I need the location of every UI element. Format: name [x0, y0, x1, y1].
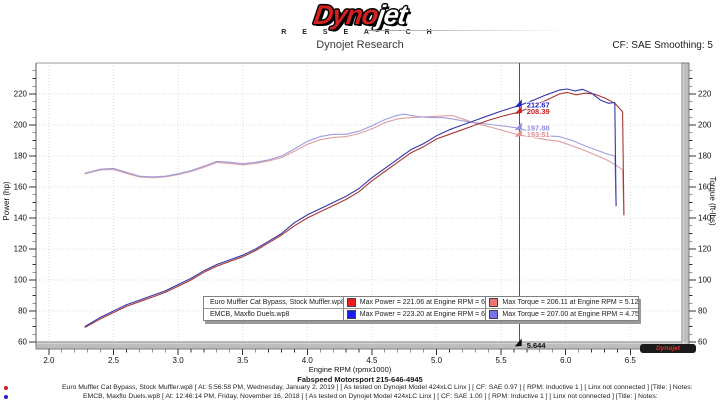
x-tick-label: 5.0 — [431, 356, 443, 365]
y-tick-label-left: 180 — [14, 152, 28, 161]
dynojet-logo: Dynojet R E S E A R C H — [0, 0, 720, 36]
legend-box: Euro Muffler Cat Bypass, Stock Muffler.w… — [203, 296, 639, 321]
y-axis-title-torque: Torque (ft-lbs) — [708, 176, 717, 226]
series-torque-euro-muffler — [84, 114, 625, 216]
cursor-readout-marker-icon — [514, 99, 522, 108]
y-tick-label-left: 220 — [14, 90, 28, 99]
y-tick-label-right: 120 — [698, 245, 712, 254]
cursor-readout-value: 208.39 — [527, 107, 550, 116]
power-swatch-icon — [346, 310, 356, 319]
y-axis-title-power: Power (hp) — [2, 181, 11, 221]
run-info-line: EMCB, Maxflo Duels.wp8 [ At: 12:46:14 PM… — [83, 393, 658, 400]
x-tick-label: 2.5 — [108, 356, 120, 365]
y-tick-label-left: 120 — [14, 245, 28, 254]
legend-max-torque: Max Torque = 206.11 at Engine RPM = 5.12 — [502, 299, 638, 306]
legend-max-torque: Max Torque = 207.00 at Engine RPM = 4.75 — [502, 311, 638, 318]
x-tick-label: 4.0 — [302, 356, 314, 365]
power-swatch-icon — [346, 298, 356, 307]
legend-file-name: Euro Muffler Cat Bypass, Stock Muffler.w… — [210, 299, 343, 306]
x-tick-label: 5.5 — [496, 356, 508, 365]
series-torque-emcb-maxflo — [84, 113, 617, 207]
legend-row: EMCB, Maxflo Duels.wp8 Max Power = 223.2… — [204, 308, 638, 320]
y-tick-label-left: 160 — [14, 183, 28, 192]
y-tick-label-left: 200 — [14, 121, 28, 130]
y-tick-label-left: 80 — [18, 307, 27, 316]
cursor-rpm-marker-icon[interactable] — [514, 338, 522, 347]
y-tick-label-right: 60 — [698, 338, 707, 347]
legend-file-name: EMCB, Maxflo Duels.wp8 — [210, 311, 290, 318]
x-tick-label: 3.0 — [173, 356, 185, 365]
run-bullet-icon — [4, 395, 8, 399]
logo-underline — [368, 30, 568, 31]
legend-max-power: Max Power = 223.20 at Engine RPM = 6.01 — [359, 311, 486, 318]
cursor-readout-value: 212.67 — [527, 100, 550, 109]
series-power-emcb-maxflo — [84, 88, 617, 328]
series-power-euro-muffler — [84, 91, 625, 328]
cursor-readout-value: 193.51 — [527, 130, 550, 139]
torque-swatch-icon — [489, 298, 499, 307]
dynojet-logo-research: R E S E A R C H — [281, 29, 439, 36]
x-tick-label: 2.0 — [43, 356, 55, 365]
y-tick-label-right: 200 — [698, 121, 712, 130]
y-tick-label-right: 220 — [698, 90, 712, 99]
x-axis-title: Engine RPM (rpmx1000) — [308, 365, 392, 374]
dynojet-badge: Dynojet — [640, 344, 696, 353]
cursor-readout-marker-icon — [514, 129, 522, 138]
cursor-readout-marker-icon — [514, 105, 522, 114]
x-tick-label: 3.5 — [237, 356, 249, 365]
y-tick-label-right: 180 — [698, 152, 712, 161]
header: Dynojet R E S E A R C H Dynojet Research… — [0, 0, 720, 60]
cursor-rpm-label: 5.644 — [527, 341, 547, 350]
x-tick-label: 6.0 — [560, 356, 572, 365]
y-tick-label-right: 80 — [698, 307, 707, 316]
torque-swatch-icon — [489, 310, 499, 319]
x-tick-label: 4.5 — [366, 356, 378, 365]
y-tick-label-left: 100 — [14, 276, 28, 285]
report-subtitle: Dynojet Research — [316, 39, 404, 51]
y-tick-label-right: 160 — [698, 183, 712, 192]
run-bullet-icon — [4, 386, 8, 390]
shop-contact-line: Fabspeed Motorsport 215-646-4945 — [297, 375, 423, 384]
y-tick-label-right: 140 — [698, 214, 712, 223]
legend-max-power: Max Power = 221.06 at Engine RPM = 6.01 — [359, 299, 486, 306]
legend-row: Euro Muffler Cat Bypass, Stock Muffler.w… — [204, 297, 638, 308]
y-tick-label-left: 60 — [18, 338, 27, 347]
y-tick-label-left: 140 — [14, 214, 28, 223]
x-tick-label: 6.5 — [625, 356, 637, 365]
run-info-line: Euro Muffler Cat Bypass, Stock Muffler.w… — [62, 384, 693, 391]
y-tick-label-right: 100 — [698, 276, 712, 285]
cf-smoothing-label: CF: SAE Smoothing: 5 — [612, 40, 713, 51]
cursor-readout-marker-icon — [514, 122, 522, 131]
cursor-readout-value: 197.88 — [527, 123, 550, 132]
